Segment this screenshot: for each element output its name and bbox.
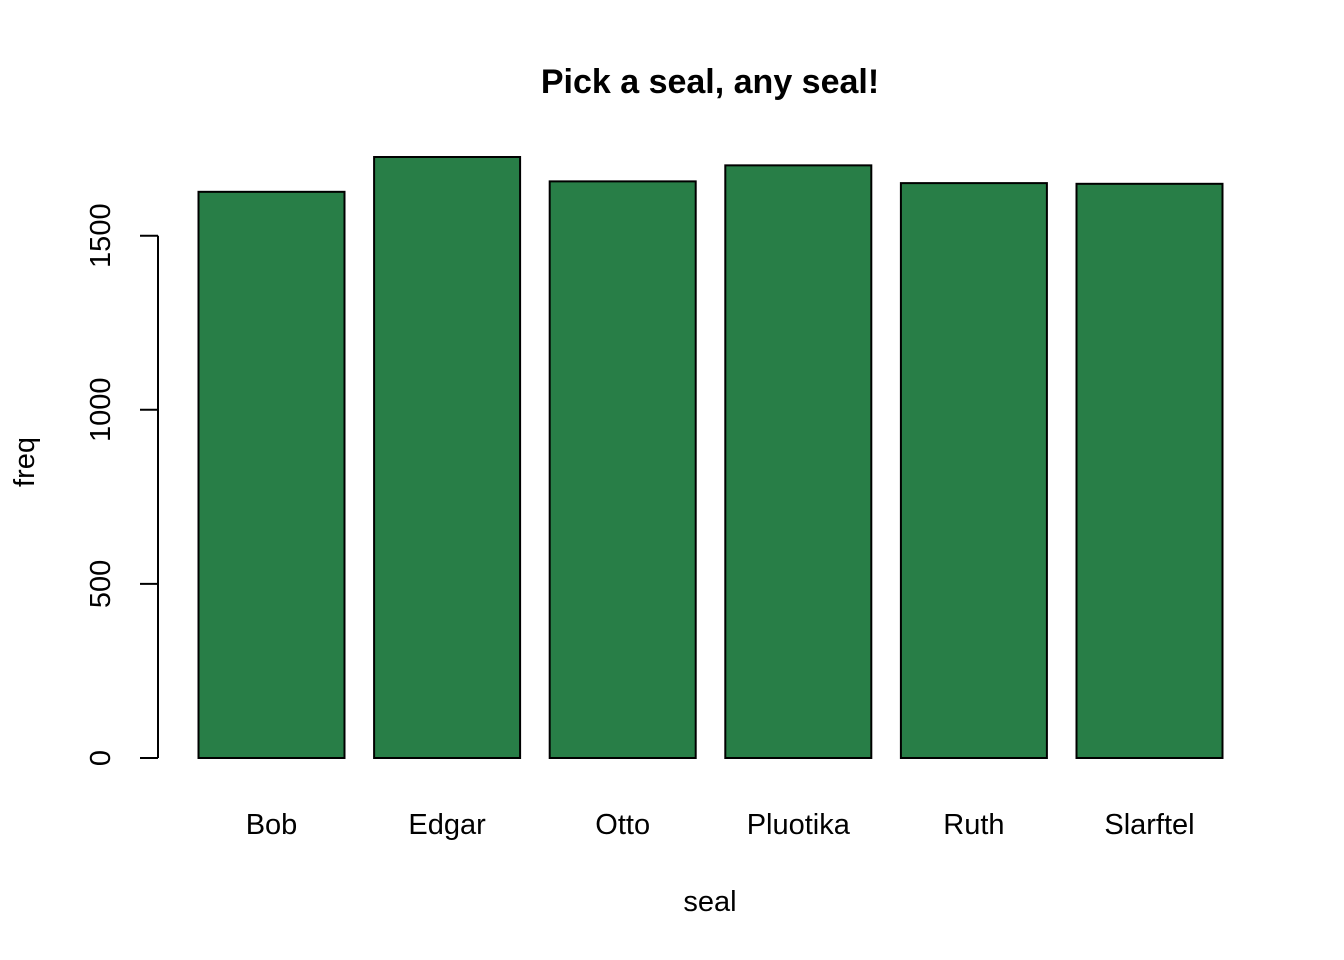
- y-tick-label: 0: [85, 750, 117, 766]
- bar-ruth: [899, 182, 1048, 759]
- bars-group: [197, 156, 1224, 760]
- y-tick-label: 500: [85, 560, 117, 608]
- x-category-labels: Bob Edgar Otto Pluotika Ruth Slarftel: [246, 809, 1195, 841]
- chart-title: Pick a seal, any seal!: [541, 63, 879, 101]
- x-tick-label: Slarftel: [1104, 809, 1194, 841]
- x-tick-label: Pluotika: [747, 809, 851, 841]
- y-axis-label: freq: [9, 437, 41, 487]
- x-tick-label: Ruth: [943, 809, 1004, 841]
- x-axis-label: seal: [683, 886, 736, 918]
- bar-pluotika: [724, 164, 873, 760]
- bar-slarftel: [1075, 182, 1224, 759]
- y-tick-label: 1500: [85, 203, 117, 268]
- bar-edgar: [373, 156, 522, 759]
- x-tick-label: Otto: [595, 809, 650, 841]
- bar-otto: [548, 180, 697, 760]
- y-axis: 0 500 1000 1500: [85, 203, 159, 766]
- x-tick-label: Bob: [246, 809, 298, 841]
- x-tick-label: Edgar: [408, 809, 486, 841]
- bar-bob: [197, 190, 346, 760]
- y-tick-label: 1000: [85, 378, 117, 443]
